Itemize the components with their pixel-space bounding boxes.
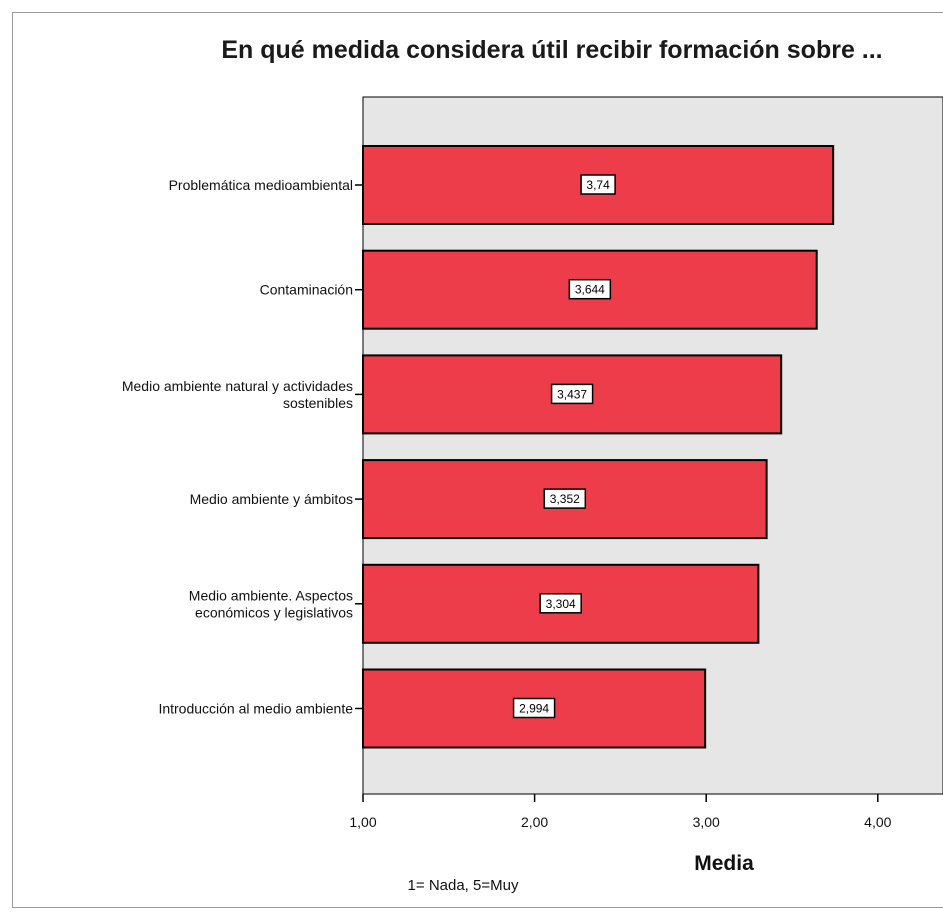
x-tick-label: 3,00: [693, 814, 720, 830]
data-label: 2,994: [519, 702, 549, 716]
data-label: 3,74: [586, 178, 610, 192]
data-label-box: [539, 593, 582, 614]
data-label-box: [580, 174, 616, 195]
x-tick-label: 1,00: [349, 814, 376, 830]
data-label-box: [512, 697, 556, 719]
data-label: 3,352: [550, 492, 580, 506]
x-tick-label: 4,00: [864, 814, 891, 830]
category-label: económicos y legislativos: [195, 604, 353, 620]
chart-title: En qué medida considera útil recibir for…: [221, 36, 882, 64]
x-axis-label: Media: [694, 852, 754, 875]
category-label: Medio ambiente y ámbitos: [190, 491, 353, 507]
bars-layer: 3,74 3,644 3,437 3,352 3,304 2,994: [362, 145, 835, 749]
category-label: Introducción al medio ambiente: [158, 701, 353, 717]
category-label: Problemática medioambiental: [169, 177, 353, 193]
data-label-box: [543, 488, 587, 509]
x-tick-label: 2,00: [521, 814, 548, 830]
category-label: Medio ambiente. Aspectos: [189, 587, 353, 603]
category-label: sostenibles: [283, 395, 353, 411]
data-label-box: [568, 278, 612, 300]
x-axis: Problemática medioambiental Contaminación…: [122, 177, 892, 830]
scale-note: 1= Nada, 5=Muy: [408, 877, 519, 894]
category-label: Medio ambiente natural y actividades: [122, 378, 353, 394]
category-label: Contaminación: [260, 282, 353, 298]
data-label: 3,437: [557, 387, 587, 401]
data-label: 3,304: [546, 597, 576, 611]
data-label-box: [550, 383, 594, 405]
data-label: 3,644: [575, 283, 605, 297]
